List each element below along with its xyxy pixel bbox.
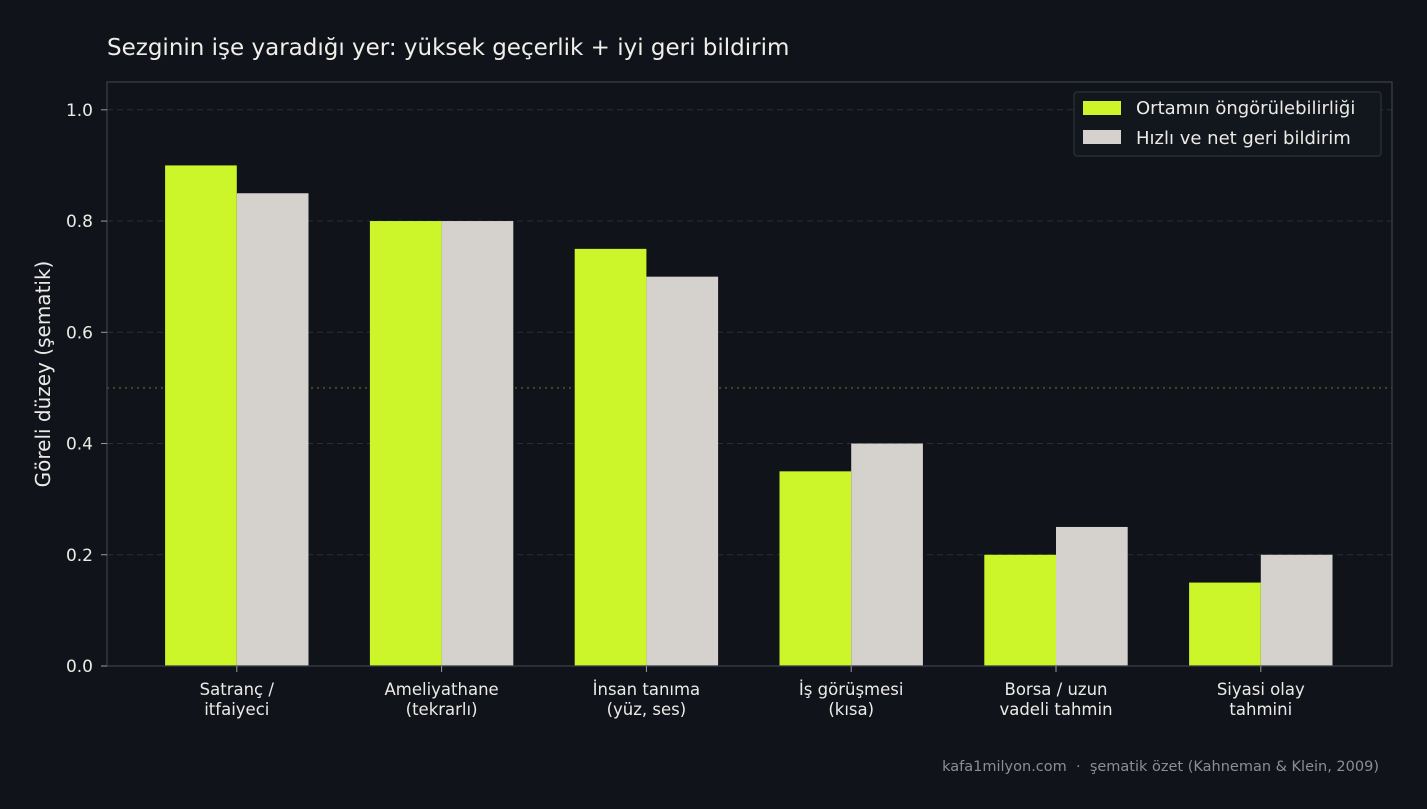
y-tick-label: 0.8 bbox=[66, 212, 93, 232]
bar-predictability-4 bbox=[779, 471, 852, 666]
chart-title: Sezginin işe yaradığı yer: yüksek geçerl… bbox=[107, 35, 789, 61]
x-tick-label: Borsa / uzun bbox=[1005, 680, 1108, 699]
x-tick-label: itfaiyeci bbox=[204, 700, 269, 719]
y-tick-label: 0.6 bbox=[66, 323, 93, 343]
bar-feedback-4 bbox=[851, 443, 923, 666]
y-axis: 0.0 0.2 0.4 0.6 0.8 1.0 bbox=[66, 101, 107, 677]
y-tick-label: 1.0 bbox=[66, 101, 93, 121]
bar-feedback-3 bbox=[646, 276, 719, 666]
x-axis: Satranç /itfaiyeci Ameliyathane(tekrarlı)… bbox=[200, 666, 1305, 719]
x-tick-label: Siyasi olay bbox=[1217, 680, 1305, 699]
bar-predictability-1 bbox=[165, 165, 237, 666]
x-tick-label: İş görüşmesi bbox=[799, 680, 904, 699]
bar-predictability-2 bbox=[369, 221, 442, 667]
x-tick-label: vadeli tahmin bbox=[999, 700, 1112, 719]
y-tick-label: 0.4 bbox=[66, 435, 93, 455]
x-tick-label: tahmini bbox=[1229, 700, 1292, 719]
legend-label-predictability: Ortamın öngörülebilirliği bbox=[1136, 98, 1355, 119]
legend-label-feedback: Hızlı ve net geri bildirim bbox=[1136, 128, 1351, 149]
legend-swatch-feedback bbox=[1083, 130, 1121, 144]
bars-layer bbox=[165, 165, 1333, 667]
y-tick-label: 0.0 bbox=[66, 657, 93, 677]
bar-feedback-6 bbox=[1260, 554, 1333, 666]
bar-predictability-3 bbox=[574, 248, 647, 666]
footer-source: kafa1milyon.com · şematik özet (Kahneman… bbox=[942, 759, 1379, 775]
x-tick-label: (yüz, ses) bbox=[607, 700, 687, 719]
x-tick-label: (tekrarlı) bbox=[406, 700, 478, 719]
bar-feedback-2 bbox=[441, 221, 514, 667]
bar-predictability-6 bbox=[1189, 582, 1261, 666]
bar-predictability-5 bbox=[984, 554, 1056, 666]
plot-frame bbox=[106, 81, 1393, 667]
grid-layer bbox=[107, 109, 1392, 556]
y-axis-label: Göreli düzey (şematik) bbox=[31, 261, 55, 488]
bar-feedback-1 bbox=[236, 193, 309, 666]
legend-swatch-predictability bbox=[1083, 101, 1121, 115]
bar-feedback-5 bbox=[1056, 526, 1128, 666]
legend-box bbox=[1073, 91, 1382, 157]
legend: Ortamın öngörülebilirliği Hızlı ve net g… bbox=[1073, 91, 1382, 157]
x-tick-label: İnsan tanıma bbox=[593, 680, 701, 699]
x-tick-label: Satranç / bbox=[200, 680, 275, 699]
x-tick-label: Ameliyathane bbox=[384, 680, 498, 699]
x-tick-label: (kısa) bbox=[828, 700, 874, 719]
y-tick-label: 0.2 bbox=[66, 546, 93, 566]
